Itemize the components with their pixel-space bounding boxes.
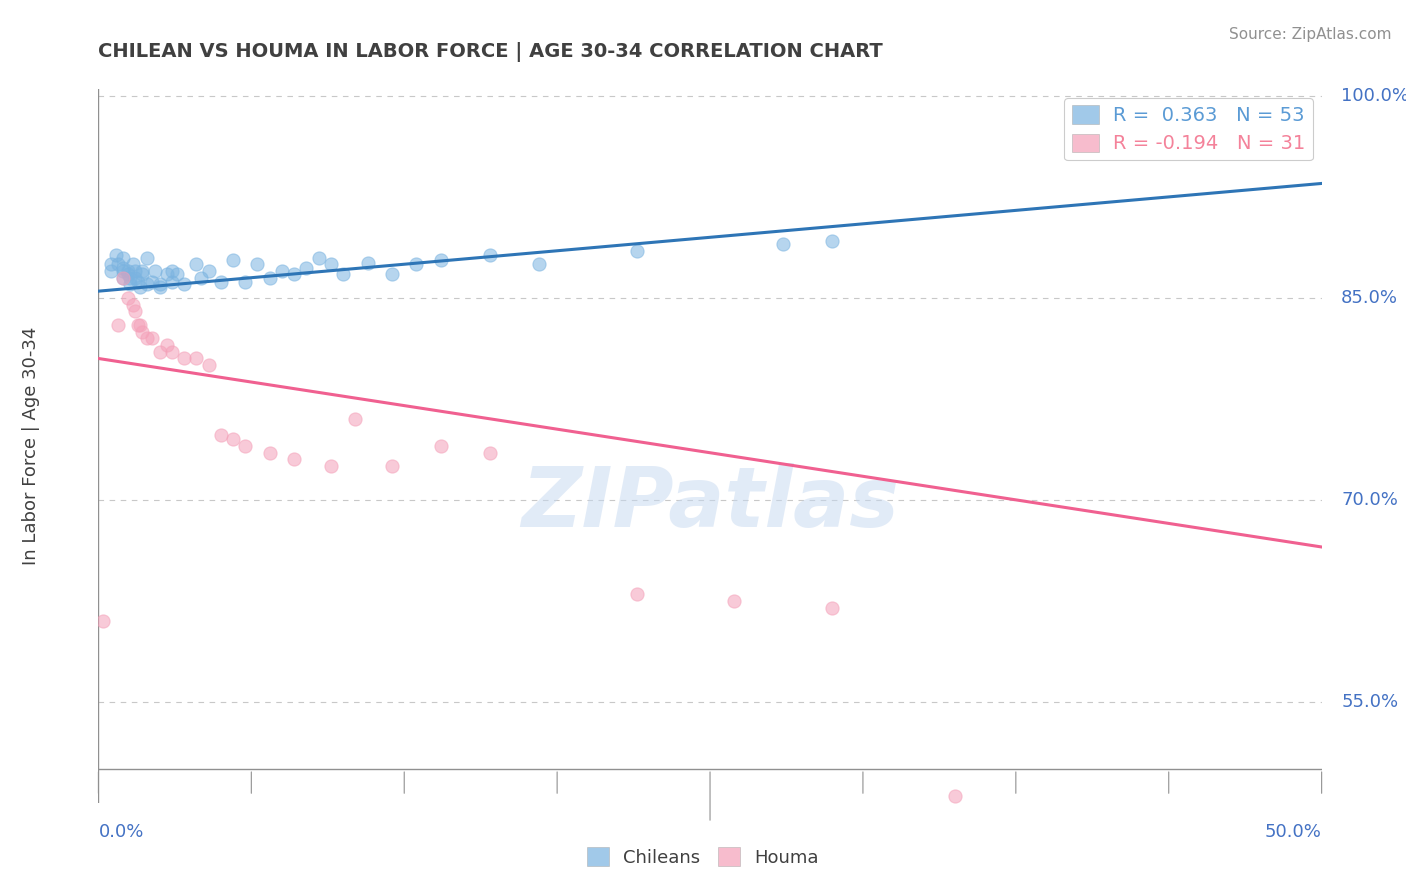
Point: [190, 270, 212, 285]
Text: 0.0%: 0.0%: [98, 823, 143, 841]
Point: [107, 257, 129, 271]
Text: Source: ZipAtlas.com: Source: ZipAtlas.com: [1229, 27, 1392, 42]
Point: [124, 304, 146, 318]
Point: [111, 270, 134, 285]
Point: [136, 277, 159, 292]
Point: [356, 256, 378, 270]
Point: [209, 428, 232, 442]
Point: [131, 325, 153, 339]
Point: [430, 439, 453, 453]
Text: 70.0%: 70.0%: [1341, 491, 1398, 508]
Point: [381, 267, 404, 281]
Point: [233, 439, 256, 453]
Point: [478, 446, 501, 460]
Point: [149, 280, 172, 294]
Point: [259, 446, 281, 460]
Point: [173, 351, 195, 366]
Point: [111, 270, 134, 285]
Point: [186, 351, 208, 366]
Text: 55.0%: 55.0%: [1341, 693, 1399, 711]
Point: [104, 248, 127, 262]
Text: 100.0%: 100.0%: [1341, 87, 1406, 105]
Point: [246, 257, 269, 271]
Point: [100, 264, 122, 278]
Point: [626, 587, 648, 601]
Point: [91, 614, 114, 628]
Point: [129, 280, 152, 294]
Point: [186, 257, 208, 271]
Point: [943, 789, 966, 803]
Point: [197, 264, 219, 278]
Point: [124, 270, 146, 285]
Point: [283, 452, 305, 467]
Point: [821, 600, 844, 615]
Point: [430, 253, 453, 268]
Point: [332, 267, 354, 281]
Point: [222, 253, 245, 268]
Point: [127, 318, 149, 332]
Point: [295, 261, 318, 276]
Point: [141, 331, 163, 345]
Point: [270, 264, 294, 278]
Point: [772, 237, 794, 252]
Point: [120, 270, 142, 285]
Point: [723, 594, 745, 608]
Point: [259, 270, 281, 285]
Point: [127, 275, 149, 289]
Text: 85.0%: 85.0%: [1341, 289, 1398, 307]
Point: [233, 275, 256, 289]
Point: [344, 412, 367, 426]
Point: [111, 264, 134, 278]
Point: [121, 257, 143, 271]
Point: [131, 264, 153, 278]
Legend: Chileans, Houma: Chileans, Houma: [579, 840, 827, 874]
Text: CHILEAN VS HOUMA IN LABOR FORCE | AGE 30-34 CORRELATION CHART: CHILEAN VS HOUMA IN LABOR FORCE | AGE 30…: [98, 43, 883, 62]
Point: [141, 275, 163, 289]
Point: [821, 235, 844, 249]
Point: [107, 318, 129, 332]
Text: In Labor Force | Age 30-34: In Labor Force | Age 30-34: [22, 326, 41, 566]
Point: [209, 275, 232, 289]
Point: [160, 264, 183, 278]
Point: [100, 257, 122, 271]
Point: [160, 344, 183, 359]
Point: [319, 459, 342, 474]
Point: [156, 267, 179, 281]
Point: [381, 459, 404, 474]
Point: [121, 298, 143, 312]
Point: [160, 275, 183, 289]
Point: [136, 251, 159, 265]
Point: [222, 432, 245, 446]
Point: [283, 267, 305, 281]
Point: [405, 257, 427, 271]
Text: 50.0%: 50.0%: [1265, 823, 1322, 841]
Point: [117, 267, 139, 281]
Point: [319, 257, 342, 271]
Point: [478, 248, 501, 262]
Point: [111, 261, 134, 276]
Point: [129, 318, 152, 332]
Point: [626, 244, 648, 258]
Point: [156, 338, 179, 352]
Point: [117, 264, 139, 278]
Point: [136, 331, 159, 345]
Point: [166, 267, 188, 281]
Point: [120, 277, 142, 292]
Point: [197, 358, 219, 372]
Point: [149, 344, 172, 359]
Point: [308, 251, 330, 265]
Point: [149, 277, 172, 292]
Point: [131, 267, 153, 281]
Point: [143, 264, 166, 278]
Point: [173, 277, 195, 292]
Point: [117, 291, 139, 305]
Text: ZIPatlas: ZIPatlas: [522, 463, 898, 543]
Legend: R =  0.363   N = 53, R = -0.194   N = 31: R = 0.363 N = 53, R = -0.194 N = 31: [1064, 98, 1313, 161]
Point: [124, 264, 146, 278]
Point: [111, 251, 134, 265]
Point: [527, 257, 550, 271]
